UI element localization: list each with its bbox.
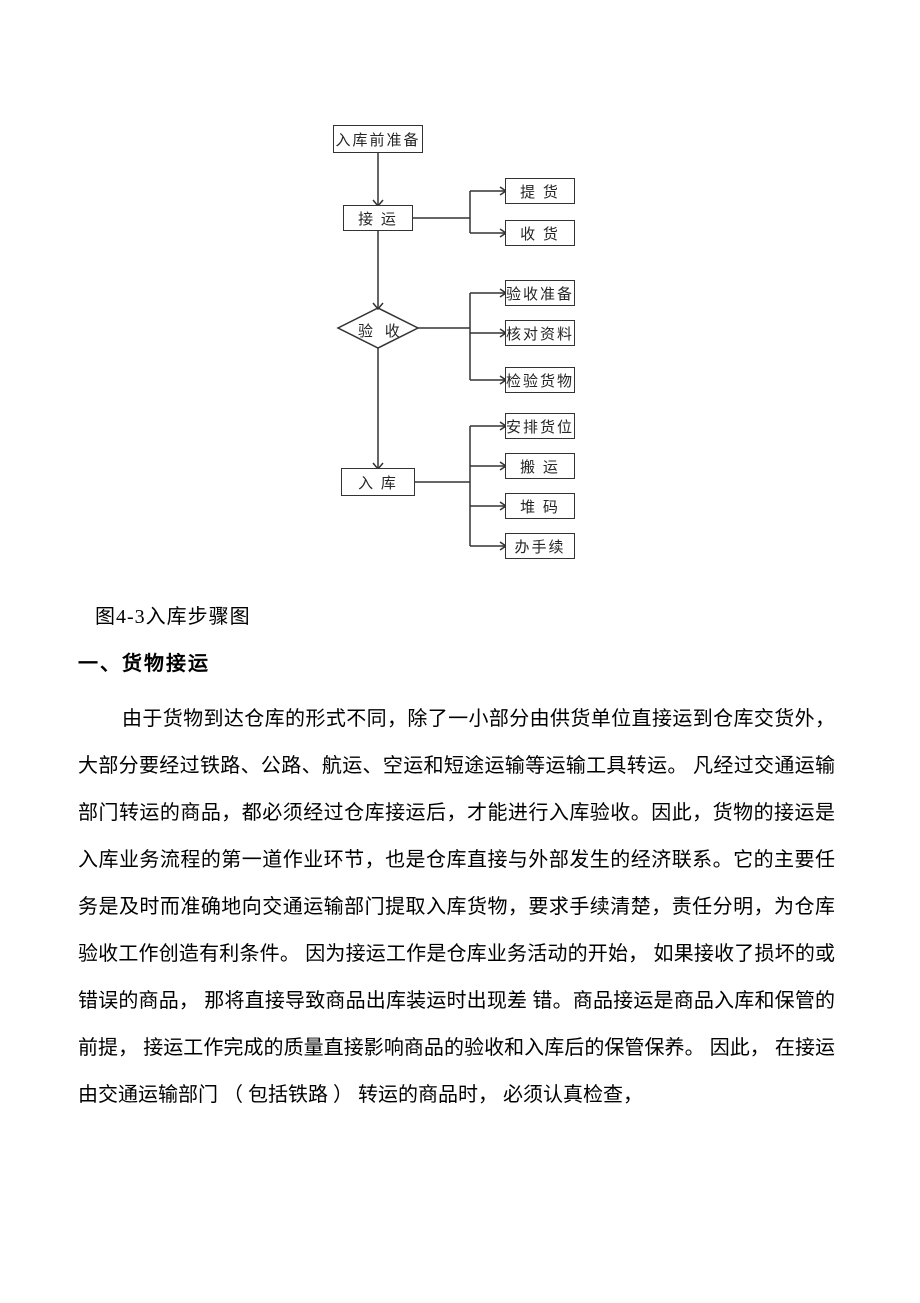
flowchart-lines [0,20,920,590]
node-store: 入 库 [341,468,415,496]
flowchart-diagram: 入库前准备 接 运 验 收 入 库 提 货 收 货 验收准备 核对资料 检验货物… [0,20,920,590]
body-text: 由于货物到达仓库的形式不同，除了一小部分由供货单位直接运到仓库交货外，大部分要经… [78,696,835,1119]
node-accept: 验 收 [358,320,404,341]
section-title: 一、货物接运 [78,647,920,676]
node-acc-goods: 检验货物 [505,367,575,393]
paragraph: 由于货物到达仓库的形式不同，除了一小部分由供货单位直接运到仓库交货外，大部分要经… [78,696,835,1119]
node-pickup: 提 货 [505,178,575,204]
node-stack: 堆 码 [505,493,575,519]
node-receive: 接 运 [343,205,413,231]
node-acc-prep: 验收准备 [505,280,575,306]
node-slot: 安排货位 [505,413,575,439]
figure-caption: 图4-3入库步骤图 [95,600,920,629]
node-proc: 办手续 [505,533,575,559]
node-acc-check: 核对资料 [505,320,575,346]
node-move: 搬 运 [505,453,575,479]
node-receipt: 收 货 [505,220,575,246]
node-prep: 入库前准备 [333,125,423,153]
